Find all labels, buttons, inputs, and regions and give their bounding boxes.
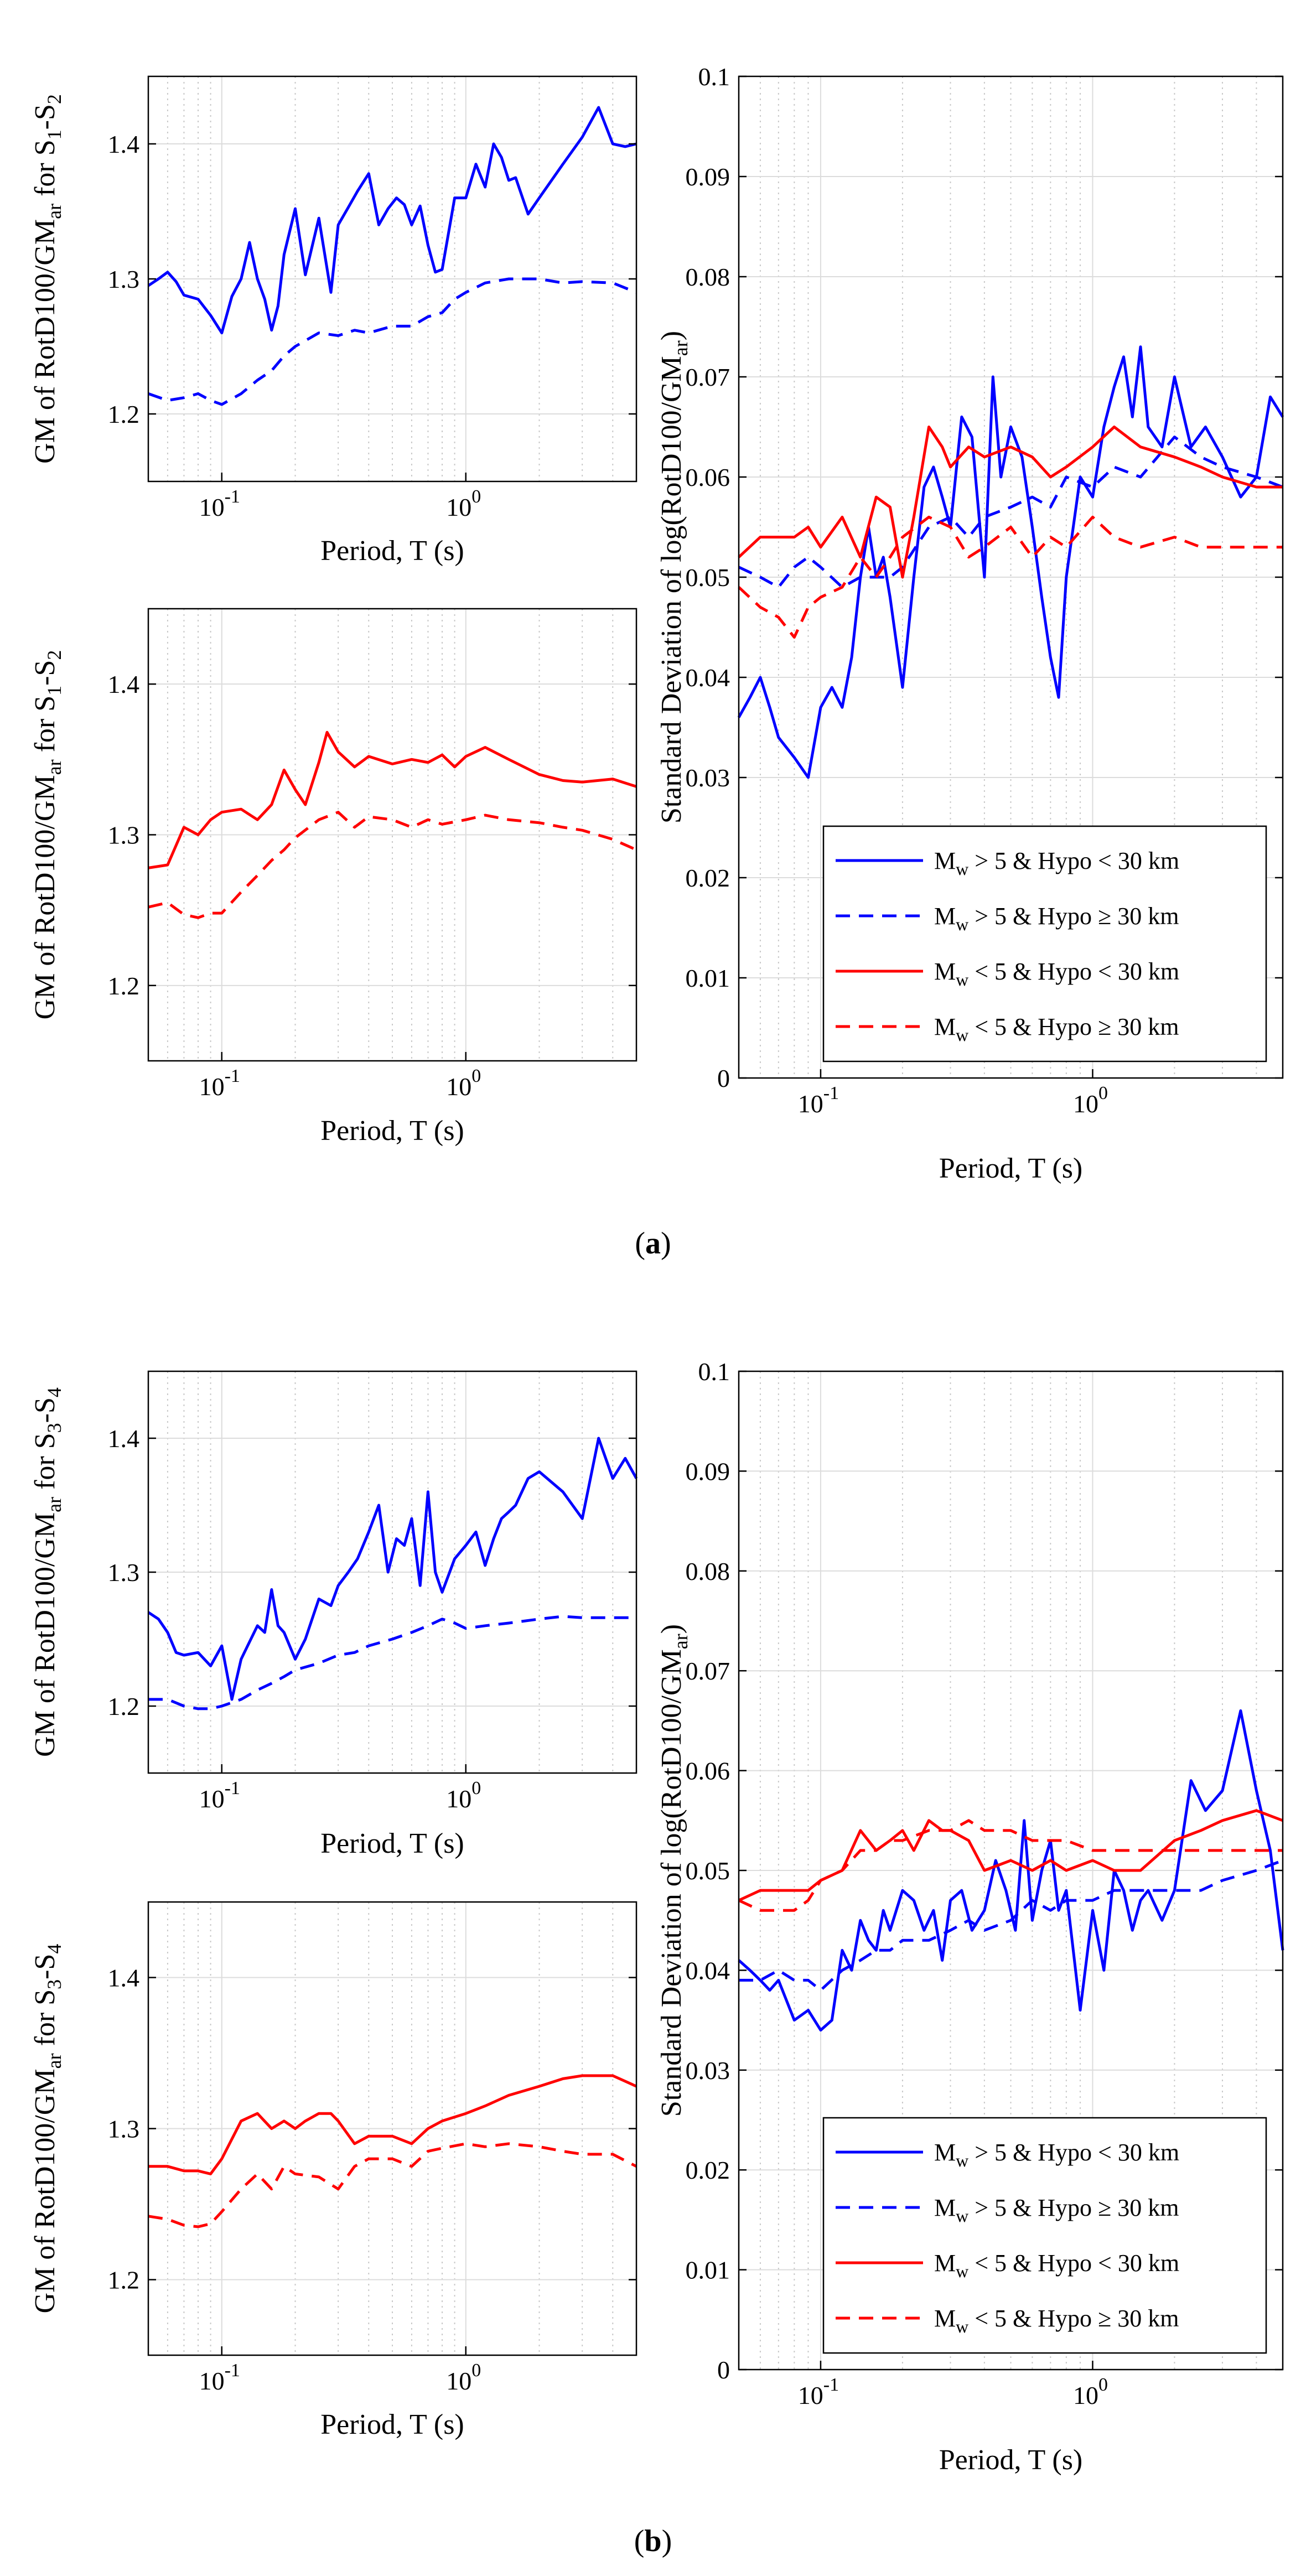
legend-label: Mw < 5 & Hypo < 30 km <box>934 2250 1179 2281</box>
y-axis-label: GM of RotD100/GMar for S1-S2 <box>29 650 65 1020</box>
y-axis-label: GM of RotD100/GMar for S3-S4 <box>29 1944 65 2314</box>
y-tick-label: 0.05 <box>686 563 730 592</box>
y-tick-label: 0.09 <box>686 1457 730 1485</box>
x-tick-label: 10-1 <box>798 1083 839 1118</box>
x-tick-label: 10-1 <box>798 2375 839 2409</box>
legend-label: Mw > 5 & Hypo ≥ 30 km <box>934 2194 1179 2226</box>
x-tick-label: 100 <box>1073 1083 1108 1118</box>
y-tick-label: 0.1 <box>698 1357 730 1386</box>
y-tick-label: 0.09 <box>686 163 730 191</box>
y-tick-label: 0 <box>717 1064 730 1092</box>
legend: Mw > 5 & Hypo < 30 km Mw > 5 & Hypo ≥ 30 … <box>822 825 1267 1062</box>
legend: Mw > 5 & Hypo < 30 km Mw > 5 & Hypo ≥ 30 … <box>822 2117 1267 2354</box>
legend-label: Mw > 5 & Hypo < 30 km <box>934 2139 1179 2170</box>
x-tick-label: 10-1 <box>199 1778 240 1813</box>
series-line-1: Mw < 5 & Hypo < 30 km <box>148 730 637 869</box>
panel-label: (a) <box>635 1226 671 1261</box>
legend-label: Mw < 5 & Hypo < 30 km <box>934 958 1179 989</box>
x-axis-label: Period, T (s) <box>320 1828 464 1859</box>
grid <box>148 76 637 481</box>
y-tick-label: 0.07 <box>686 1657 730 1685</box>
y-tick-label: 0.02 <box>686 2156 730 2184</box>
series-line-4: Mw < 5 & Hypo ≥ 30 km <box>738 515 1283 639</box>
x-axis-label: Period, T (s) <box>939 2444 1083 2476</box>
y-tick-label: 1.4 <box>108 670 140 698</box>
x-tick-label: 100 <box>446 2360 481 2395</box>
chart-a-right: Mw > 5 & Hypo < 30 km Mw > 5 & Hypo ≥ 30 … <box>656 63 1284 1184</box>
y-tick-label: 0.03 <box>686 2056 730 2085</box>
y-axis-label: GM of RotD100/GMar for S3-S4 <box>29 1387 65 1757</box>
series-line-1: Mw < 5 & Hypo < 30 km <box>148 2074 638 2175</box>
x-tick-label: 10-1 <box>199 486 240 521</box>
y-tick-label: 1.3 <box>108 2115 140 2143</box>
y-tick-label: 0.01 <box>686 964 730 992</box>
y-axis-label: Standard Deviation of log(RotD100/GMar) <box>656 1624 692 2117</box>
legend-label: Mw < 5 & Hypo ≥ 30 km <box>934 1013 1179 1045</box>
y-tick-label: 1.2 <box>108 1692 140 1720</box>
y-tick-label: 1.3 <box>108 821 140 849</box>
legend-label: Mw > 5 & Hypo < 30 km <box>934 847 1179 879</box>
series-line-2: Mw < 5 & Hypo ≥ 30 km <box>148 811 638 919</box>
legend-label: Mw > 5 & Hypo ≥ 30 km <box>934 903 1179 934</box>
y-tick-label: 1.3 <box>108 265 140 293</box>
y-tick-label: 0.04 <box>686 1956 730 1984</box>
series-line-1: Mw > 5 & Hypo < 30 km <box>147 106 637 335</box>
series-line-3: Mw < 5 & Hypo < 30 km <box>738 426 1283 579</box>
y-tick-label: 1.3 <box>108 1558 140 1587</box>
y-tick-label: 0.06 <box>686 463 730 491</box>
series-line-2: Mw > 5 & Hypo ≥ 30 km <box>739 1859 1283 1992</box>
y-tick-label: 0.06 <box>686 1757 730 1785</box>
y-tick-label: 0.08 <box>686 263 730 291</box>
y-tick-label: 0.01 <box>686 2256 730 2284</box>
y-tick-label: 0.1 <box>698 63 730 91</box>
y-tick-label: 0.05 <box>686 1857 730 1885</box>
series-line-2: Mw > 5 & Hypo ≥ 30 km <box>148 1615 636 1711</box>
x-tick-label: 100 <box>1073 2375 1108 2409</box>
series-line-1: Mw > 5 & Hypo < 30 km <box>737 345 1284 779</box>
x-tick-label: 100 <box>446 1778 481 1813</box>
series-line-1: Mw > 5 & Hypo < 30 km <box>147 1437 638 1701</box>
x-tick-label: 100 <box>446 1066 481 1101</box>
y-tick-label: 1.2 <box>108 2266 140 2294</box>
y-tick-label: 1.4 <box>108 1424 140 1453</box>
series-line-2: Mw > 5 & Hypo ≥ 30 km <box>148 277 637 406</box>
y-axis-label: Standard Deviation of log(RotD100/GMar) <box>656 331 692 823</box>
series-line-1: Mw > 5 & Hypo < 30 km <box>738 1709 1284 2032</box>
x-axis-label: Period, T (s) <box>939 1153 1083 1184</box>
series-line-4: Mw < 5 & Hypo ≥ 30 km <box>738 1819 1283 1912</box>
panel-label: (b) <box>634 2524 672 2558</box>
y-tick-label: 0 <box>717 2356 730 2384</box>
y-tick-label: 0.07 <box>686 363 730 391</box>
y-tick-label: 0.08 <box>686 1557 730 1585</box>
y-tick-label: 1.4 <box>108 1964 140 1992</box>
x-axis-label: Period, T (s) <box>320 535 464 567</box>
legend-box <box>822 2117 1267 2354</box>
y-tick-label: 0.04 <box>686 664 730 692</box>
y-tick-label: 0.03 <box>686 764 730 792</box>
legend-label: Mw < 5 & Hypo ≥ 30 km <box>934 2305 1179 2336</box>
legend-box <box>822 825 1267 1062</box>
y-axis-label: GM of RotD100/GMar for S1-S2 <box>29 94 65 464</box>
x-tick-label: 10-1 <box>199 1066 240 1101</box>
x-axis-label: Period, T (s) <box>320 2409 464 2440</box>
x-tick-label: 10-1 <box>199 2360 240 2395</box>
x-axis-label: Period, T (s) <box>320 1115 464 1147</box>
x-tick-label: 100 <box>446 486 481 521</box>
y-tick-label: 0.02 <box>686 864 730 892</box>
series-line-2: Mw < 5 & Hypo ≥ 30 km <box>148 2142 638 2228</box>
y-tick-label: 1.4 <box>108 130 140 158</box>
y-tick-label: 1.2 <box>108 972 140 1000</box>
y-tick-label: 1.2 <box>108 400 140 428</box>
